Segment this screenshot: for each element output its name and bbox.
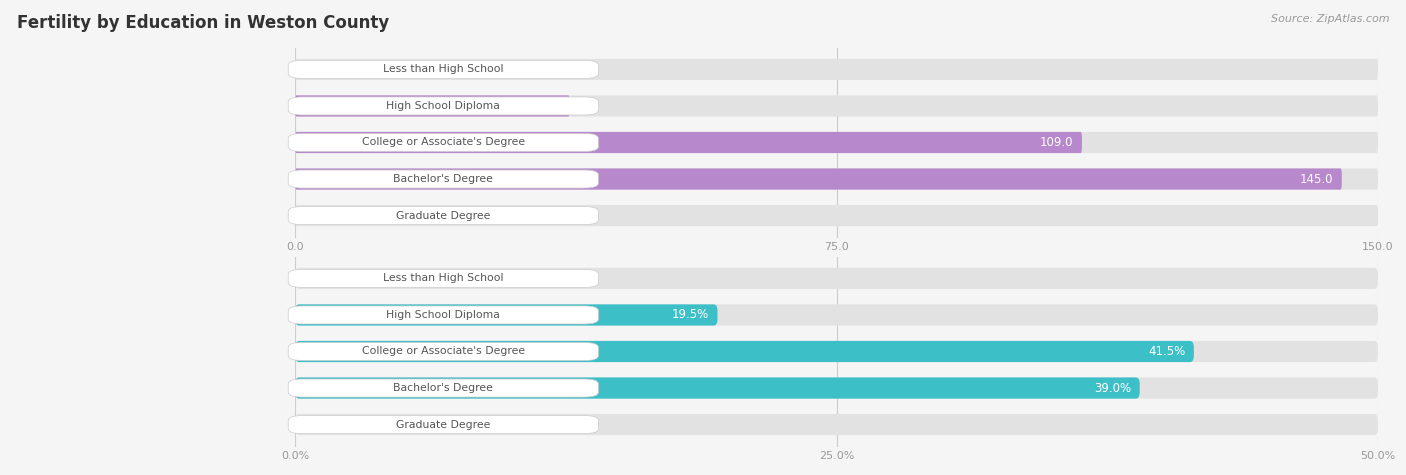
- Text: High School Diploma: High School Diploma: [387, 101, 501, 111]
- FancyBboxPatch shape: [295, 205, 1378, 226]
- Text: 0.0%: 0.0%: [308, 418, 337, 431]
- FancyBboxPatch shape: [295, 268, 1378, 289]
- Text: 109.0: 109.0: [1040, 136, 1073, 149]
- Text: 145.0: 145.0: [1299, 172, 1333, 186]
- FancyBboxPatch shape: [295, 169, 1341, 190]
- Text: College or Associate's Degree: College or Associate's Degree: [361, 137, 524, 148]
- FancyBboxPatch shape: [295, 378, 1140, 399]
- Text: 0.0%: 0.0%: [308, 272, 337, 285]
- Text: College or Associate's Degree: College or Associate's Degree: [361, 346, 524, 357]
- FancyBboxPatch shape: [295, 169, 1378, 190]
- Text: 19.5%: 19.5%: [672, 308, 709, 322]
- FancyBboxPatch shape: [295, 59, 1378, 80]
- Text: Bachelor's Degree: Bachelor's Degree: [394, 383, 494, 393]
- FancyBboxPatch shape: [295, 341, 1378, 362]
- Text: Bachelor's Degree: Bachelor's Degree: [394, 174, 494, 184]
- Text: Less than High School: Less than High School: [382, 274, 503, 284]
- Text: Graduate Degree: Graduate Degree: [396, 210, 491, 220]
- FancyBboxPatch shape: [295, 378, 1378, 399]
- Text: High School Diploma: High School Diploma: [387, 310, 501, 320]
- FancyBboxPatch shape: [295, 132, 1083, 153]
- FancyBboxPatch shape: [295, 304, 1378, 325]
- FancyBboxPatch shape: [295, 132, 1378, 153]
- FancyBboxPatch shape: [295, 414, 1378, 435]
- FancyBboxPatch shape: [295, 95, 1378, 116]
- FancyBboxPatch shape: [295, 95, 569, 116]
- Text: 0.0: 0.0: [308, 63, 326, 76]
- Text: Source: ZipAtlas.com: Source: ZipAtlas.com: [1271, 14, 1389, 24]
- Text: Graduate Degree: Graduate Degree: [396, 419, 491, 429]
- FancyBboxPatch shape: [295, 304, 717, 325]
- Text: 38.0: 38.0: [536, 99, 561, 113]
- Text: Less than High School: Less than High School: [382, 65, 503, 75]
- Text: 39.0%: 39.0%: [1094, 381, 1130, 395]
- Text: Fertility by Education in Weston County: Fertility by Education in Weston County: [17, 14, 389, 32]
- Text: 0.0: 0.0: [308, 209, 326, 222]
- FancyBboxPatch shape: [295, 341, 1194, 362]
- Text: 41.5%: 41.5%: [1147, 345, 1185, 358]
